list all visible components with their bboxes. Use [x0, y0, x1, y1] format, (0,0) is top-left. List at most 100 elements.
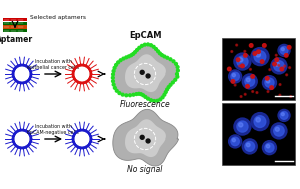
Circle shape — [74, 68, 75, 70]
Circle shape — [20, 82, 22, 84]
Circle shape — [158, 52, 161, 55]
Circle shape — [147, 97, 149, 100]
Circle shape — [90, 71, 92, 72]
Circle shape — [234, 118, 251, 135]
Circle shape — [30, 138, 32, 140]
Circle shape — [115, 89, 118, 92]
Circle shape — [119, 59, 122, 62]
Circle shape — [229, 135, 242, 148]
Circle shape — [13, 65, 31, 83]
Circle shape — [244, 50, 246, 52]
Circle shape — [287, 46, 291, 49]
Circle shape — [29, 143, 30, 145]
Circle shape — [17, 81, 19, 83]
Circle shape — [244, 53, 247, 57]
Polygon shape — [113, 44, 178, 101]
Circle shape — [89, 68, 90, 70]
Circle shape — [25, 65, 26, 67]
Circle shape — [112, 73, 114, 76]
Circle shape — [231, 137, 239, 146]
Circle shape — [77, 146, 79, 148]
Circle shape — [160, 54, 163, 57]
Bar — [3, 25, 27, 29]
Circle shape — [251, 48, 269, 66]
Circle shape — [75, 145, 77, 147]
Circle shape — [262, 44, 266, 47]
Circle shape — [30, 141, 32, 142]
Circle shape — [147, 43, 149, 46]
Circle shape — [251, 113, 269, 131]
Circle shape — [167, 86, 170, 88]
Circle shape — [245, 77, 255, 86]
Circle shape — [274, 126, 284, 136]
Circle shape — [17, 146, 19, 148]
Circle shape — [73, 141, 74, 142]
Circle shape — [281, 113, 284, 116]
Circle shape — [135, 93, 138, 95]
Circle shape — [29, 78, 30, 80]
Circle shape — [269, 69, 271, 70]
Circle shape — [112, 83, 115, 86]
Circle shape — [30, 76, 32, 77]
Circle shape — [29, 133, 30, 135]
Circle shape — [136, 49, 138, 51]
Circle shape — [13, 130, 31, 148]
Circle shape — [90, 141, 92, 142]
Circle shape — [176, 69, 179, 72]
Circle shape — [22, 129, 24, 131]
Circle shape — [271, 58, 287, 74]
Circle shape — [134, 51, 136, 53]
Circle shape — [72, 73, 74, 75]
Circle shape — [75, 80, 77, 82]
Circle shape — [89, 133, 90, 135]
Circle shape — [234, 84, 236, 86]
Circle shape — [246, 78, 250, 82]
Circle shape — [271, 123, 287, 139]
Circle shape — [115, 64, 118, 66]
Circle shape — [22, 64, 24, 66]
Text: No signal: No signal — [127, 165, 163, 174]
Circle shape — [13, 71, 14, 72]
Circle shape — [80, 82, 82, 84]
Circle shape — [250, 68, 251, 70]
Circle shape — [262, 76, 277, 90]
Polygon shape — [125, 54, 166, 92]
Circle shape — [73, 71, 74, 72]
Circle shape — [125, 56, 128, 59]
Circle shape — [159, 98, 162, 101]
Text: Incubation with
EpCAM-negative cells: Incubation with EpCAM-negative cells — [27, 124, 79, 135]
Circle shape — [232, 139, 236, 142]
Circle shape — [231, 51, 233, 52]
Circle shape — [236, 44, 238, 46]
Circle shape — [227, 67, 231, 71]
Circle shape — [25, 81, 26, 83]
Circle shape — [166, 56, 169, 59]
Circle shape — [73, 136, 74, 137]
Circle shape — [278, 64, 280, 66]
Circle shape — [140, 135, 144, 139]
Circle shape — [252, 91, 254, 92]
Circle shape — [77, 130, 79, 132]
Circle shape — [87, 145, 89, 147]
Circle shape — [256, 92, 258, 94]
Circle shape — [27, 131, 29, 133]
Circle shape — [130, 54, 133, 57]
Circle shape — [118, 92, 121, 94]
Circle shape — [17, 130, 19, 132]
Circle shape — [73, 130, 91, 148]
Text: Selected aptamers: Selected aptamers — [30, 15, 86, 20]
Circle shape — [82, 64, 84, 66]
Circle shape — [253, 52, 256, 55]
Circle shape — [73, 65, 91, 83]
Circle shape — [112, 70, 115, 72]
Circle shape — [284, 65, 286, 67]
Circle shape — [265, 78, 274, 87]
Circle shape — [174, 78, 177, 81]
Circle shape — [254, 51, 266, 62]
Bar — [3, 22, 27, 25]
Circle shape — [82, 82, 84, 84]
Circle shape — [275, 54, 277, 56]
Circle shape — [146, 139, 150, 143]
Circle shape — [87, 131, 89, 133]
Circle shape — [25, 146, 26, 148]
